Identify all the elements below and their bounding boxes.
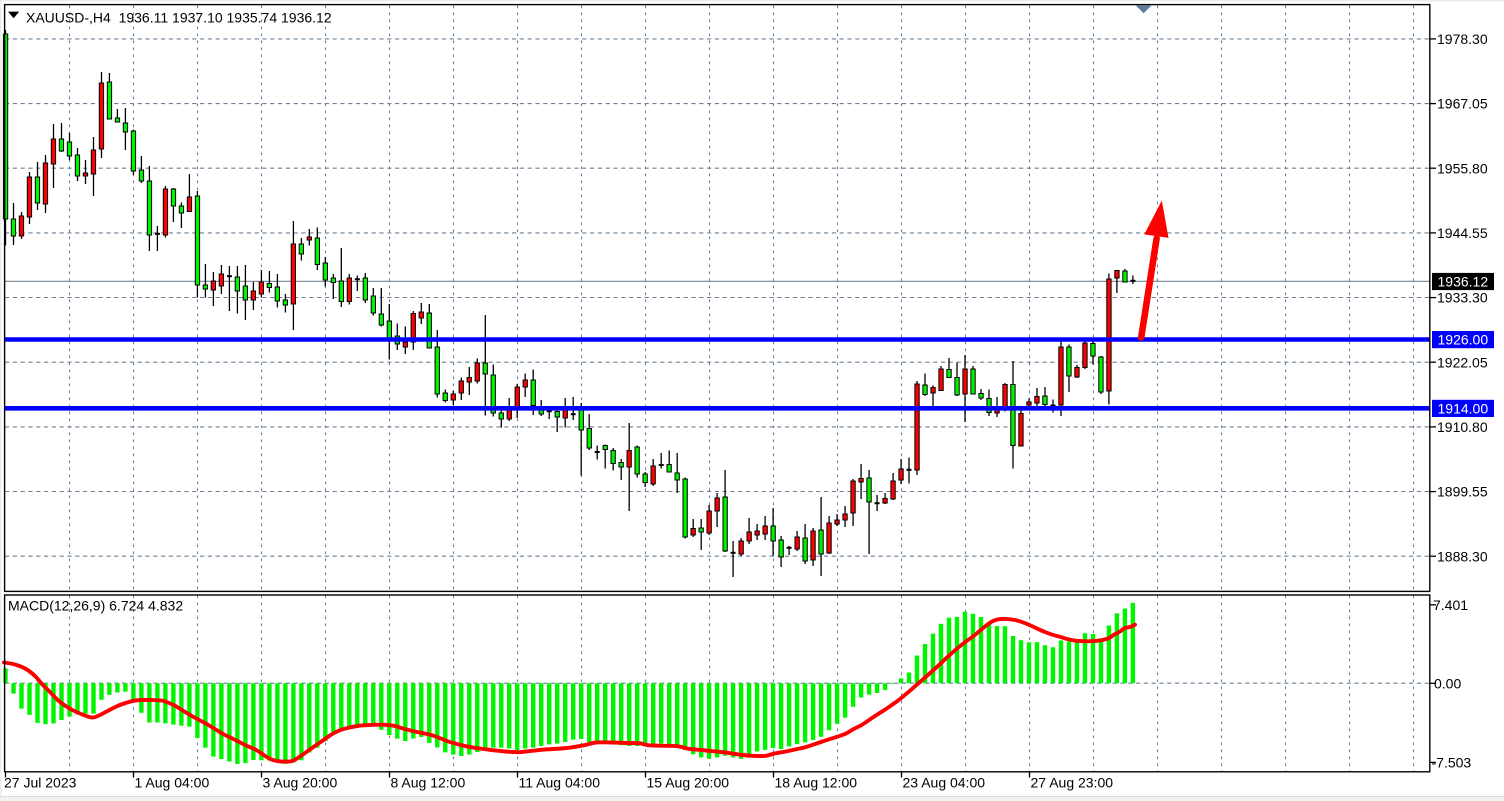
svg-text:1944.55: 1944.55 bbox=[1437, 225, 1488, 241]
svg-text:1914.00: 1914.00 bbox=[1438, 401, 1489, 417]
svg-text:1899.55: 1899.55 bbox=[1437, 484, 1488, 500]
svg-text:0.00: 0.00 bbox=[1434, 675, 1461, 691]
svg-text:1978.30: 1978.30 bbox=[1437, 31, 1488, 47]
svg-text:7.401: 7.401 bbox=[1433, 597, 1468, 613]
svg-text:XAUUSD-,H4 1936.11 1937.10 19: XAUUSD-,H4 1936.11 1937.10 1935.74 1936.… bbox=[26, 10, 332, 26]
svg-text:MACD(12,26,9) 6.724 4.832: MACD(12,26,9) 6.724 4.832 bbox=[8, 598, 183, 614]
svg-text:11 Aug 04:00: 11 Aug 04:00 bbox=[519, 775, 601, 791]
svg-text:27 Jul 2023: 27 Jul 2023 bbox=[4, 775, 77, 791]
svg-text:1936.12: 1936.12 bbox=[1438, 274, 1489, 290]
svg-text:1955.80: 1955.80 bbox=[1437, 160, 1488, 176]
svg-text:1967.05: 1967.05 bbox=[1437, 96, 1488, 112]
svg-text:1926.00: 1926.00 bbox=[1438, 332, 1489, 348]
svg-text:1888.30: 1888.30 bbox=[1437, 548, 1488, 564]
svg-text:1922.05: 1922.05 bbox=[1437, 354, 1488, 370]
svg-text:1933.30: 1933.30 bbox=[1437, 290, 1488, 306]
svg-text:1 Aug 04:00: 1 Aug 04:00 bbox=[135, 775, 210, 791]
svg-text:23 Aug 04:00: 23 Aug 04:00 bbox=[903, 775, 986, 791]
svg-text:8 Aug 12:00: 8 Aug 12:00 bbox=[391, 775, 466, 791]
svg-text:18 Aug 12:00: 18 Aug 12:00 bbox=[775, 775, 858, 791]
svg-text:3 Aug 20:00: 3 Aug 20:00 bbox=[263, 775, 338, 791]
svg-text:-7.503: -7.503 bbox=[1432, 755, 1472, 771]
svg-text:15 Aug 20:00: 15 Aug 20:00 bbox=[647, 775, 730, 791]
svg-text:1910.80: 1910.80 bbox=[1437, 419, 1488, 435]
svg-text:27 Aug 23:00: 27 Aug 23:00 bbox=[1031, 775, 1114, 791]
